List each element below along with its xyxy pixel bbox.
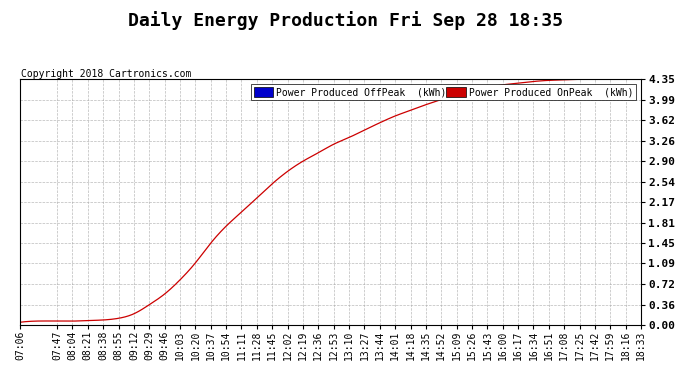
Legend: Power Produced OffPeak  (kWh), Power Produced OnPeak  (kWh): Power Produced OffPeak (kWh), Power Prod… — [250, 84, 636, 100]
Text: Daily Energy Production Fri Sep 28 18:35: Daily Energy Production Fri Sep 28 18:35 — [128, 11, 562, 30]
Text: Copyright 2018 Cartronics.com: Copyright 2018 Cartronics.com — [21, 69, 191, 79]
